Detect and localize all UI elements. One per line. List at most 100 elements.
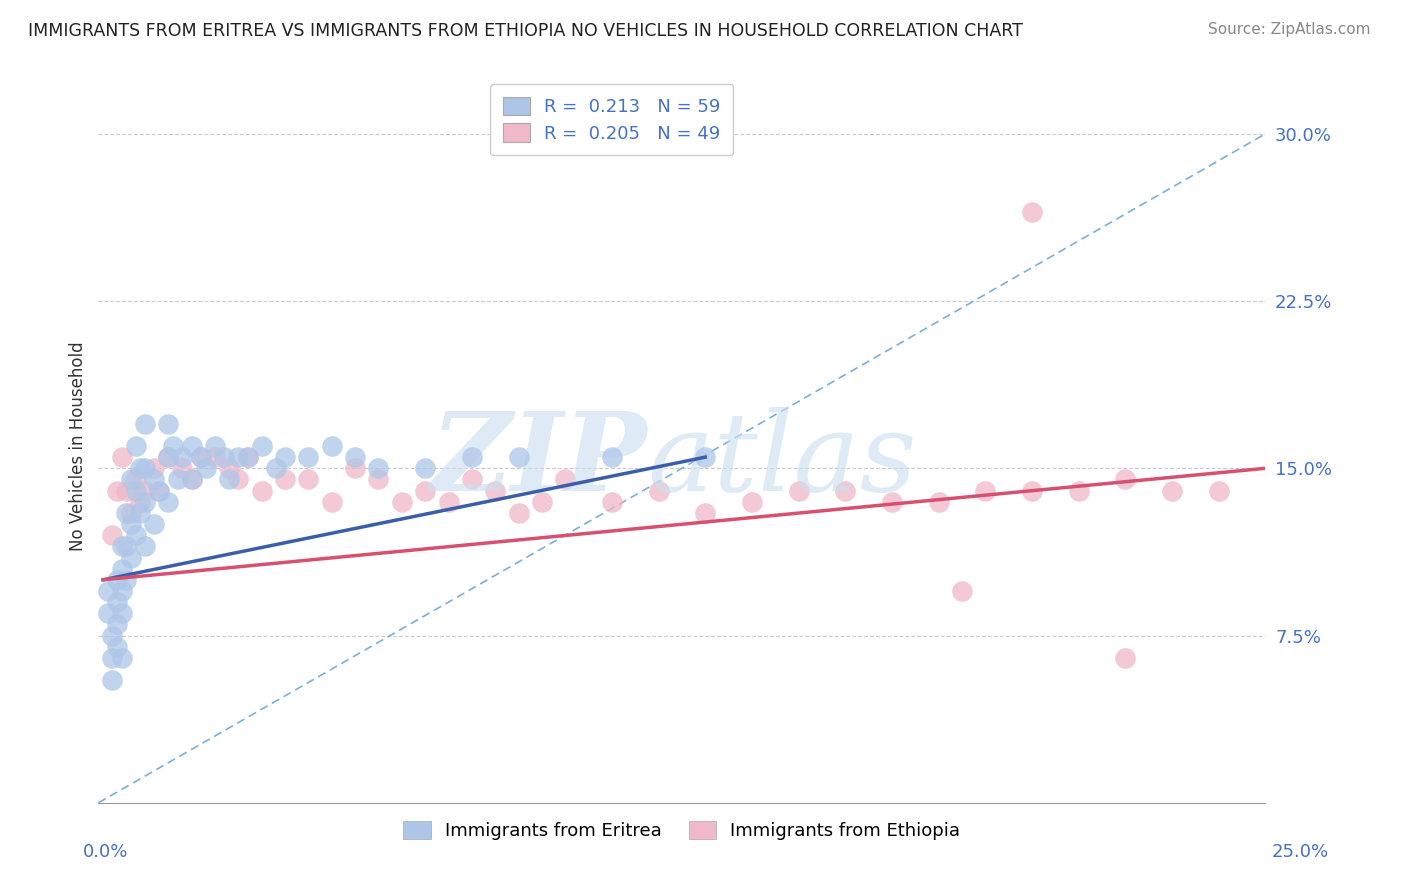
Point	[218, 461, 240, 475]
Point	[695, 450, 717, 464]
Point	[111, 539, 134, 553]
Point	[367, 461, 389, 475]
Point	[129, 494, 152, 508]
Point	[134, 461, 156, 475]
Point	[190, 450, 212, 464]
Point	[134, 483, 156, 498]
Point	[115, 506, 138, 520]
Point	[974, 483, 997, 498]
Point	[530, 494, 553, 508]
Point	[111, 583, 134, 598]
Point	[928, 494, 950, 508]
Point	[204, 450, 226, 464]
Point	[344, 450, 367, 464]
Point	[834, 483, 856, 498]
Point	[115, 483, 138, 498]
Point	[172, 450, 194, 464]
Point	[1021, 204, 1043, 219]
Point	[321, 439, 343, 453]
Point	[600, 450, 623, 464]
Point	[134, 494, 156, 508]
Point	[180, 439, 202, 453]
Point	[120, 550, 142, 565]
Point	[101, 528, 124, 542]
Point	[105, 483, 128, 498]
Point	[125, 439, 148, 453]
Point	[228, 450, 250, 464]
Point	[134, 539, 156, 553]
Point	[125, 473, 148, 487]
Point	[787, 483, 810, 498]
Point	[367, 473, 389, 487]
Point	[695, 506, 717, 520]
Point	[1161, 483, 1184, 498]
Point	[162, 439, 184, 453]
Point	[741, 494, 763, 508]
Point	[391, 494, 413, 508]
Point	[484, 483, 506, 498]
Point	[157, 450, 180, 464]
Point	[105, 617, 128, 632]
Point	[214, 450, 236, 464]
Point	[166, 473, 188, 487]
Point	[413, 483, 436, 498]
Point	[97, 583, 120, 598]
Point	[194, 461, 217, 475]
Point	[413, 461, 436, 475]
Point	[461, 450, 484, 464]
Point	[600, 494, 623, 508]
Point	[508, 506, 530, 520]
Point	[1114, 651, 1136, 665]
Point	[508, 450, 530, 464]
Point	[157, 417, 180, 431]
Point	[880, 494, 903, 508]
Point	[111, 562, 134, 576]
Point	[105, 640, 128, 654]
Point	[143, 516, 166, 531]
Point	[461, 473, 484, 487]
Point	[101, 673, 124, 687]
Point	[120, 516, 142, 531]
Point	[1114, 473, 1136, 487]
Point	[172, 461, 194, 475]
Point	[101, 628, 124, 642]
Point	[111, 450, 134, 464]
Point	[125, 483, 148, 498]
Point	[297, 473, 319, 487]
Point	[204, 439, 226, 453]
Point	[129, 461, 152, 475]
Point	[120, 506, 142, 520]
Point	[321, 494, 343, 508]
Point	[111, 607, 134, 621]
Point	[344, 461, 367, 475]
Point	[157, 494, 180, 508]
Point	[125, 528, 148, 542]
Point	[1021, 483, 1043, 498]
Point	[148, 483, 170, 498]
Point	[111, 651, 134, 665]
Point	[274, 473, 297, 487]
Point	[218, 473, 240, 487]
Point	[157, 450, 180, 464]
Point	[437, 494, 460, 508]
Point	[148, 483, 170, 498]
Point	[274, 450, 297, 464]
Point	[264, 461, 287, 475]
Point	[554, 473, 576, 487]
Point	[134, 417, 156, 431]
Legend: R =  0.213   N = 59, R =  0.205   N = 49: R = 0.213 N = 59, R = 0.205 N = 49	[491, 84, 734, 155]
Point	[228, 473, 250, 487]
Text: Source: ZipAtlas.com: Source: ZipAtlas.com	[1208, 22, 1371, 37]
Text: 0.0%: 0.0%	[83, 843, 128, 861]
Point	[101, 651, 124, 665]
Point	[950, 583, 973, 598]
Point	[236, 450, 259, 464]
Text: atlas: atlas	[647, 407, 917, 514]
Text: ZIP: ZIP	[430, 407, 647, 514]
Point	[236, 450, 259, 464]
Point	[143, 461, 166, 475]
Point	[297, 450, 319, 464]
Point	[1067, 483, 1090, 498]
Point	[120, 473, 142, 487]
Y-axis label: No Vehicles in Household: No Vehicles in Household	[69, 341, 87, 551]
